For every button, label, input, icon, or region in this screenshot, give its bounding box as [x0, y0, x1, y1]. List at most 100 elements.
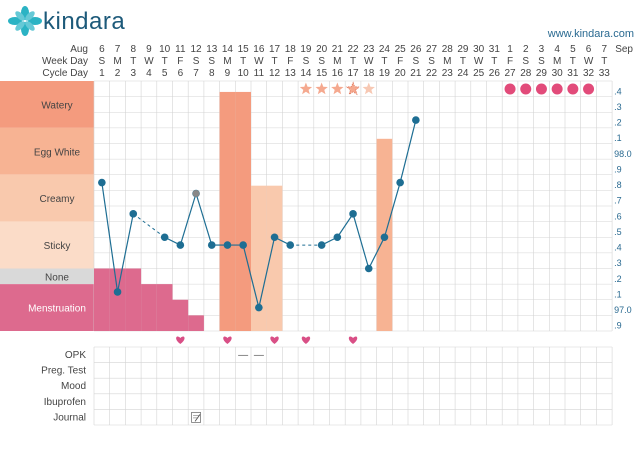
date-label: 21 [332, 44, 344, 55]
temp-point [270, 233, 279, 242]
tracker-row-label: Journal [53, 412, 86, 423]
weekday-label: T [240, 56, 246, 67]
date-label: 9 [146, 44, 152, 55]
cycle-day-label: 21 [410, 68, 422, 79]
temp-axis-label: .9 [614, 321, 622, 331]
date-label: 28 [442, 44, 454, 55]
temp-line-segment [116, 213, 134, 293]
temp-axis-label: .5 [614, 227, 622, 237]
temp-line-segment [368, 236, 385, 269]
cycle-day-label: 32 [583, 68, 595, 79]
date-label: 27 [426, 44, 438, 55]
temp-line-segment [101, 182, 119, 293]
cycle-day-label: 4 [146, 68, 152, 79]
date-label: 4 [554, 44, 560, 55]
date-label: 20 [316, 44, 328, 55]
menstruation-bar [172, 299, 189, 331]
cycle-day-label: 22 [426, 68, 438, 79]
weekday-label: T [271, 56, 277, 67]
temp-line-segment [336, 213, 354, 238]
cycle-day-label: 33 [599, 68, 611, 79]
temp-axis-label: .4 [614, 86, 622, 96]
cycle-day-label: 5 [162, 68, 168, 79]
cycle-day-label: 13 [285, 68, 297, 79]
fluid-band-sticky [0, 221, 94, 269]
period-prediction-dot-icon [520, 83, 532, 95]
temp-gap-dashed [132, 213, 165, 238]
cycle-day-label: 3 [130, 68, 136, 79]
fluid-bar-creamy [266, 185, 283, 331]
period-prediction-dot-icon [535, 83, 547, 95]
cycle-day-label: 30 [552, 68, 564, 79]
cycle-day-label: 14 [300, 68, 312, 79]
fluid-band-menstruation [0, 284, 94, 331]
temp-point [317, 241, 326, 249]
header-row-label: Week Day [42, 56, 88, 67]
temp-point [223, 241, 232, 249]
temp-point [286, 241, 295, 249]
temp-point [176, 241, 185, 249]
menstruation-bar [109, 268, 126, 331]
fluid-band-creamy [0, 174, 94, 222]
heart-icon [176, 336, 185, 344]
date-label: 6 [99, 44, 105, 55]
temp-axis-label: .7 [614, 196, 622, 206]
cycle-day-label: 28 [520, 68, 532, 79]
cycle-day-label: 20 [395, 68, 407, 79]
fluid-band-none [0, 268, 94, 285]
temp-axis-label: .1 [614, 289, 622, 299]
fluid-band-egg_white [0, 127, 94, 175]
weekday-label: T [130, 56, 136, 67]
weekday-label: S [303, 56, 310, 67]
weekday-label: M [223, 56, 231, 67]
date-label: 31 [489, 44, 501, 55]
temp-line-segment [383, 182, 401, 238]
date-label: 24 [379, 44, 391, 55]
cycle-day-label: 1 [99, 68, 105, 79]
date-label: 5 [570, 44, 576, 55]
date-label: 23 [363, 44, 375, 55]
cycle-day-label: 27 [504, 68, 516, 79]
tracker-row-label: Preg. Test [41, 366, 86, 377]
date-label: 3 [539, 44, 545, 55]
weekday-label: M [113, 56, 121, 67]
temp-excluded-point [192, 190, 200, 197]
temp-axis-label: .4 [614, 243, 622, 253]
weekday-label: T [381, 56, 387, 67]
date-label: 10 [159, 44, 171, 55]
temp-axis-label: 98.0 [614, 149, 632, 159]
weekday-label: F [397, 56, 403, 67]
weekday-label: S [522, 56, 529, 67]
weekday-label: T [491, 56, 497, 67]
cycle-day-label: 6 [178, 68, 184, 79]
weekday-label: M [333, 56, 341, 67]
brand-name: kindara [43, 8, 126, 35]
date-label: 2 [523, 44, 529, 55]
temp-line-segment [258, 237, 276, 308]
fluid-bar-watery [235, 91, 251, 331]
period-prediction-dot-icon [583, 83, 595, 95]
cycle-day-label: 16 [332, 68, 344, 79]
date-label: 13 [206, 44, 218, 55]
tracker-row-label: Ibuprofen [44, 397, 86, 408]
opk-negative-mark: — [254, 350, 264, 361]
weekday-label: S [538, 56, 545, 67]
fertile-star-icon [345, 81, 361, 96]
temp-point [129, 210, 138, 218]
temp-axis-label: .6 [614, 211, 622, 221]
temp-axis-label: .9 [614, 164, 622, 174]
site-url[interactable]: www.kindara.com [547, 28, 634, 40]
date-label: 12 [190, 44, 202, 55]
cycle-day-label: 7 [193, 68, 199, 79]
cycle-day-label: 29 [536, 68, 548, 79]
date-label: 25 [395, 44, 407, 55]
cycle-day-label: 26 [489, 68, 501, 79]
date-label: 16 [253, 44, 265, 55]
date-label: 26 [410, 44, 422, 55]
temp-point [396, 178, 404, 187]
weekday-label: T [460, 56, 466, 67]
heart-icon [301, 336, 311, 344]
date-label: 11 [175, 44, 186, 55]
header-row-label: Cycle Day [42, 68, 88, 79]
date-label: 1 [507, 44, 513, 55]
